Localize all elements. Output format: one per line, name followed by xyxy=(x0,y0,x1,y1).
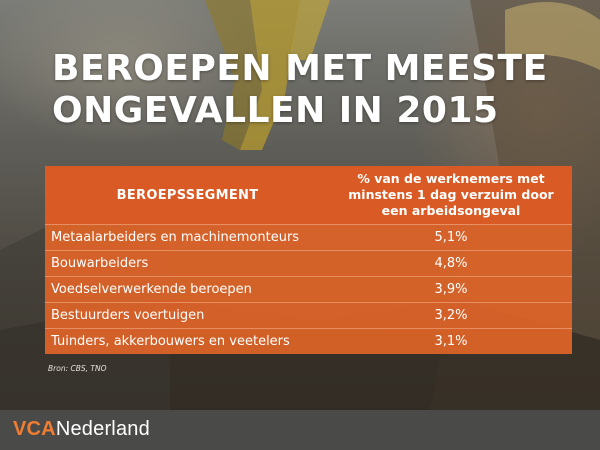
column-header-percentage: % van de werknemers met minstens 1 dag v… xyxy=(348,171,554,218)
column-header-segment: BEROEPSSEGMENT xyxy=(116,187,259,203)
page-title: BEROEPEN MET MEESTE ONGEVALLEN IN 2015 xyxy=(52,48,572,132)
table-header: BEROEPSSEGMENT % van de werknemers met m… xyxy=(45,166,572,224)
row-value: 3,1% xyxy=(434,334,468,349)
vca-logo: VCANederland xyxy=(13,418,150,441)
logo-vca: VCA xyxy=(13,418,56,440)
row-label: Bouwarbeiders xyxy=(51,256,149,271)
row-value: 4,8% xyxy=(434,256,468,271)
row-label: Voedselverwerkende beroepen xyxy=(51,282,252,297)
table-row: Bestuurders voertuigen 3,2% xyxy=(45,302,572,328)
source-note: Bron: CBS, TNO xyxy=(48,364,107,373)
row-value: 5,1% xyxy=(434,230,468,245)
row-label: Bestuurders voertuigen xyxy=(51,308,205,323)
accident-table: BEROEPSSEGMENT % van de werknemers met m… xyxy=(45,166,572,354)
table-row: Tuinders, akkerbouwers en veetelers 3,1% xyxy=(45,328,572,354)
table-row: Voedselverwerkende beroepen 3,9% xyxy=(45,276,572,302)
title-line-2: ONGEVALLEN IN 2015 xyxy=(52,90,499,131)
table-row: Metaalarbeiders en machinemonteurs 5,1% xyxy=(45,224,572,250)
logo-nederland: Nederland xyxy=(55,418,150,440)
row-value: 3,2% xyxy=(434,308,468,323)
title-line-1: BEROEPEN MET MEESTE xyxy=(52,48,548,89)
row-label: Metaalarbeiders en machinemonteurs xyxy=(51,230,300,245)
row-label: Tuinders, akkerbouwers en veetelers xyxy=(51,334,290,349)
footer-bar xyxy=(0,410,600,450)
table-row: Bouwarbeiders 4,8% xyxy=(45,250,572,276)
row-value: 3,9% xyxy=(434,282,468,297)
